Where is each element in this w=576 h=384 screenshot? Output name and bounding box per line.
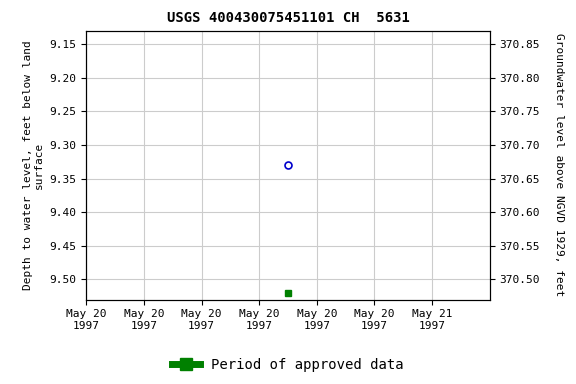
- Y-axis label: Groundwater level above NGVD 1929, feet: Groundwater level above NGVD 1929, feet: [554, 33, 564, 297]
- Title: USGS 400430075451101 CH  5631: USGS 400430075451101 CH 5631: [166, 12, 410, 25]
- Y-axis label: Depth to water level, feet below land
surface: Depth to water level, feet below land su…: [22, 40, 44, 290]
- Legend: Period of approved data: Period of approved data: [166, 352, 410, 377]
